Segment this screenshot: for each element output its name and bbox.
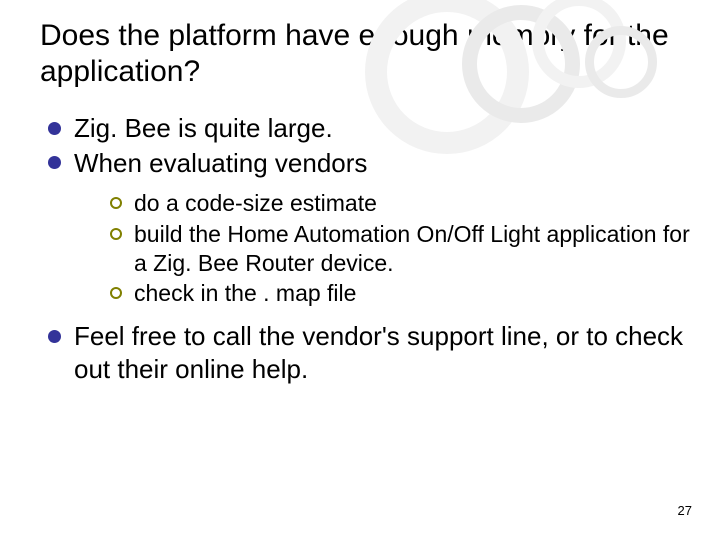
list-item-text: Zig. Bee is quite large. — [74, 113, 333, 143]
list-item-text: When evaluating vendors — [74, 148, 367, 178]
list-item: check in the . map file — [110, 279, 690, 308]
list-item: build the Home Automation On/Off Light a… — [110, 220, 690, 278]
list-item-text: Feel free to call the vendor's support l… — [74, 321, 683, 384]
list-item: Feel free to call the vendor's support l… — [48, 320, 690, 385]
list-item: When evaluating vendors do a code-size e… — [48, 147, 690, 309]
decorative-circle — [585, 26, 657, 98]
list-item: do a code-size estimate — [110, 189, 690, 218]
page-number: 27 — [678, 503, 692, 518]
list-item-text: do a code-size estimate — [134, 190, 377, 216]
bullet-list-level2: do a code-size estimate build the Home A… — [74, 189, 690, 308]
list-item: Zig. Bee is quite large. — [48, 112, 690, 145]
list-item-text: build the Home Automation On/Off Light a… — [134, 221, 690, 276]
bullet-list-level1: Zig. Bee is quite large. When evaluating… — [40, 112, 690, 385]
list-item-text: check in the . map file — [134, 280, 356, 306]
